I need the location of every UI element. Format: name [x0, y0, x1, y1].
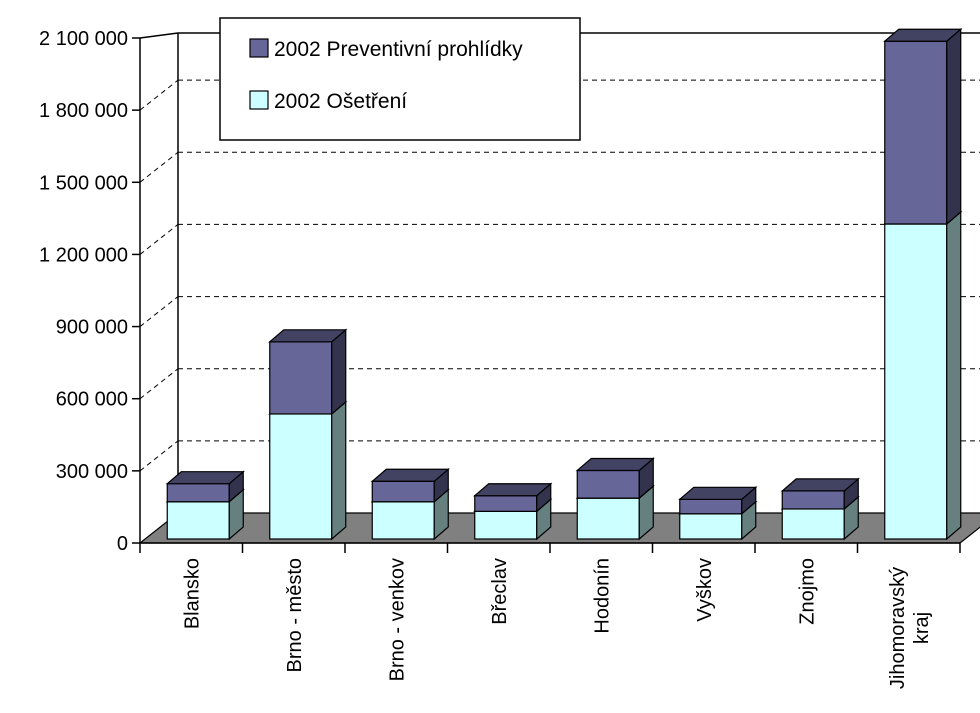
y-tick-label: 0 — [117, 533, 128, 555]
bar-front-face — [679, 498, 743, 515]
x-tick-label-line: Vyškov — [694, 558, 716, 622]
y-tick-label: 1 500 000 — [39, 172, 128, 194]
x-tick-label: Brno - venkov — [386, 558, 408, 681]
bar-front-face — [371, 480, 435, 503]
x-tick-label-line: Znojmo — [796, 558, 818, 625]
x-tick-label-line: Hodonín — [591, 558, 613, 634]
x-tick-label: Hodonín — [591, 558, 613, 634]
bar-side-face — [946, 210, 962, 541]
bar-osetreni-7 — [883, 210, 963, 541]
bar-top-face — [473, 483, 553, 497]
bar-front-face — [884, 223, 948, 540]
gridline-side — [139, 151, 179, 183]
x-tick-label: Břeclav — [489, 558, 511, 625]
bar-front-face — [166, 483, 230, 503]
bar-top-face — [370, 468, 450, 482]
y-tick-label: 900 000 — [56, 317, 128, 339]
gridline-side — [139, 296, 179, 327]
bar-osetreni-0 — [165, 488, 245, 541]
bar-top-face — [678, 486, 758, 500]
bar-prevence-6 — [780, 477, 860, 511]
x-tick-label-line: Jihomoravský — [887, 567, 909, 689]
bar-front-face — [166, 501, 230, 540]
y-tick-label: 300 000 — [56, 461, 128, 483]
bar-prevence-7 — [883, 27, 963, 226]
x-tick-label-line: Brno - venkov — [386, 558, 408, 681]
x-tick-label-line: Brno - město — [284, 558, 306, 672]
x-tick-label-line: Břeclav — [489, 558, 511, 625]
gridline-side — [139, 368, 179, 400]
y-tick-label: 1 800 000 — [39, 100, 128, 122]
bar-prevence-5 — [678, 486, 758, 516]
bar-top-face — [268, 329, 348, 343]
legend: 2002 Preventivní prohlídky 2002 Ošetření — [219, 17, 581, 141]
bar-prevence-1 — [268, 328, 348, 416]
bar-prevence-3 — [473, 482, 553, 513]
bar-prevence-0 — [165, 470, 245, 504]
side-wall-top-edge — [139, 32, 179, 39]
bar-front-face — [371, 501, 435, 540]
x-tick-label: Brno - město — [284, 558, 306, 672]
y-tick-label: 600 000 — [56, 389, 128, 411]
x-tick-label: Znojmo — [796, 558, 818, 625]
legend-label: 2002 Ošetření — [274, 90, 407, 113]
x-tick-label-line: kraj — [911, 612, 933, 644]
y-tick-label: 2 100 000 — [39, 28, 128, 50]
x-tick-label: Vyškov — [694, 558, 716, 622]
y-axis-ticks: 0 300 000 600 000 900 000 1 200 000 1 500 000… — [39, 28, 140, 555]
bar-prevence-2 — [370, 467, 450, 504]
bars — [165, 27, 963, 541]
x-tick-label: Blansko — [181, 558, 203, 629]
bar-front-face — [781, 490, 845, 510]
bar-front-face — [576, 469, 640, 499]
bar-front-face — [269, 413, 333, 540]
bar-side-face — [331, 400, 347, 541]
bar-front-face — [679, 513, 743, 540]
bar-front-face — [474, 510, 538, 540]
bar-front-face — [576, 497, 640, 540]
bar-prevence-4 — [575, 457, 655, 500]
bar-side-face — [946, 27, 962, 226]
legend-box — [219, 17, 581, 141]
gridline-side — [139, 79, 179, 111]
x-axis-ticks: Blansko Brno - město Brno - venkov Břeclav H… — [139, 543, 961, 689]
bar-side-face — [331, 328, 347, 416]
bar-top-face — [165, 471, 245, 485]
legend-swatch — [249, 90, 269, 110]
bar-top-face — [780, 478, 860, 492]
bar-top-face — [575, 457, 655, 472]
legend-swatch — [249, 38, 269, 58]
y-tick-label: 1 200 000 — [39, 244, 128, 266]
bar-front-face — [781, 508, 845, 540]
bar-front-face — [269, 341, 333, 415]
x-tick-label-line: Blansko — [181, 558, 203, 629]
bar-front-face — [884, 40, 948, 225]
gridline-side — [139, 440, 179, 472]
bar-osetreni-1 — [268, 400, 348, 541]
bar-top-face — [883, 28, 963, 42]
legend-label: 2002 Preventivní prohlídky — [274, 38, 523, 61]
bar-front-face — [474, 495, 538, 512]
gridline-side — [139, 224, 179, 255]
x-tick-label: Jihomoravský kraj — [887, 567, 933, 689]
